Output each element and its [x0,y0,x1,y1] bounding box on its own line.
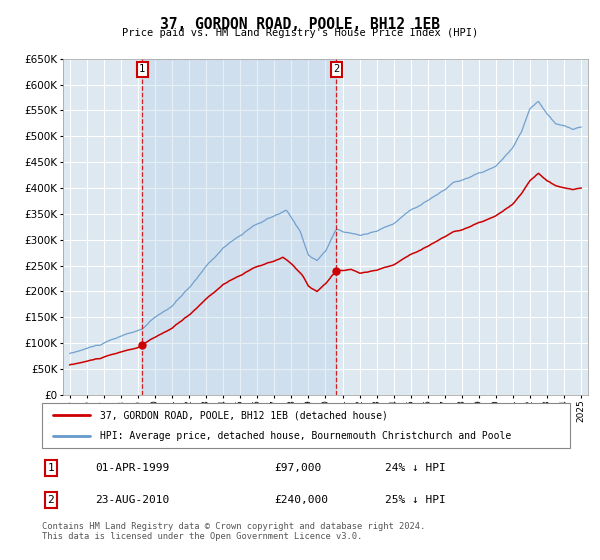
Text: Contains HM Land Registry data © Crown copyright and database right 2024.
This d: Contains HM Land Registry data © Crown c… [42,522,425,542]
Text: 1: 1 [47,463,54,473]
Text: 37, GORDON ROAD, POOLE, BH12 1EB (detached house): 37, GORDON ROAD, POOLE, BH12 1EB (detach… [100,410,388,421]
Text: 23-AUG-2010: 23-AUG-2010 [95,495,169,505]
Text: 25% ↓ HPI: 25% ↓ HPI [385,495,446,505]
Text: 01-APR-1999: 01-APR-1999 [95,463,169,473]
Text: 24% ↓ HPI: 24% ↓ HPI [385,463,446,473]
Text: 2: 2 [333,64,340,74]
Bar [142,59,337,395]
Text: 37, GORDON ROAD, POOLE, BH12 1EB: 37, GORDON ROAD, POOLE, BH12 1EB [160,17,440,32]
FancyBboxPatch shape [42,403,570,448]
Text: 2: 2 [47,495,54,505]
Text: Price paid vs. HM Land Registry's House Price Index (HPI): Price paid vs. HM Land Registry's House … [122,28,478,38]
Text: HPI: Average price, detached house, Bournemouth Christchurch and Poole: HPI: Average price, detached house, Bour… [100,431,511,441]
Text: £240,000: £240,000 [274,495,328,505]
Text: 1: 1 [139,64,145,74]
Text: £97,000: £97,000 [274,463,322,473]
